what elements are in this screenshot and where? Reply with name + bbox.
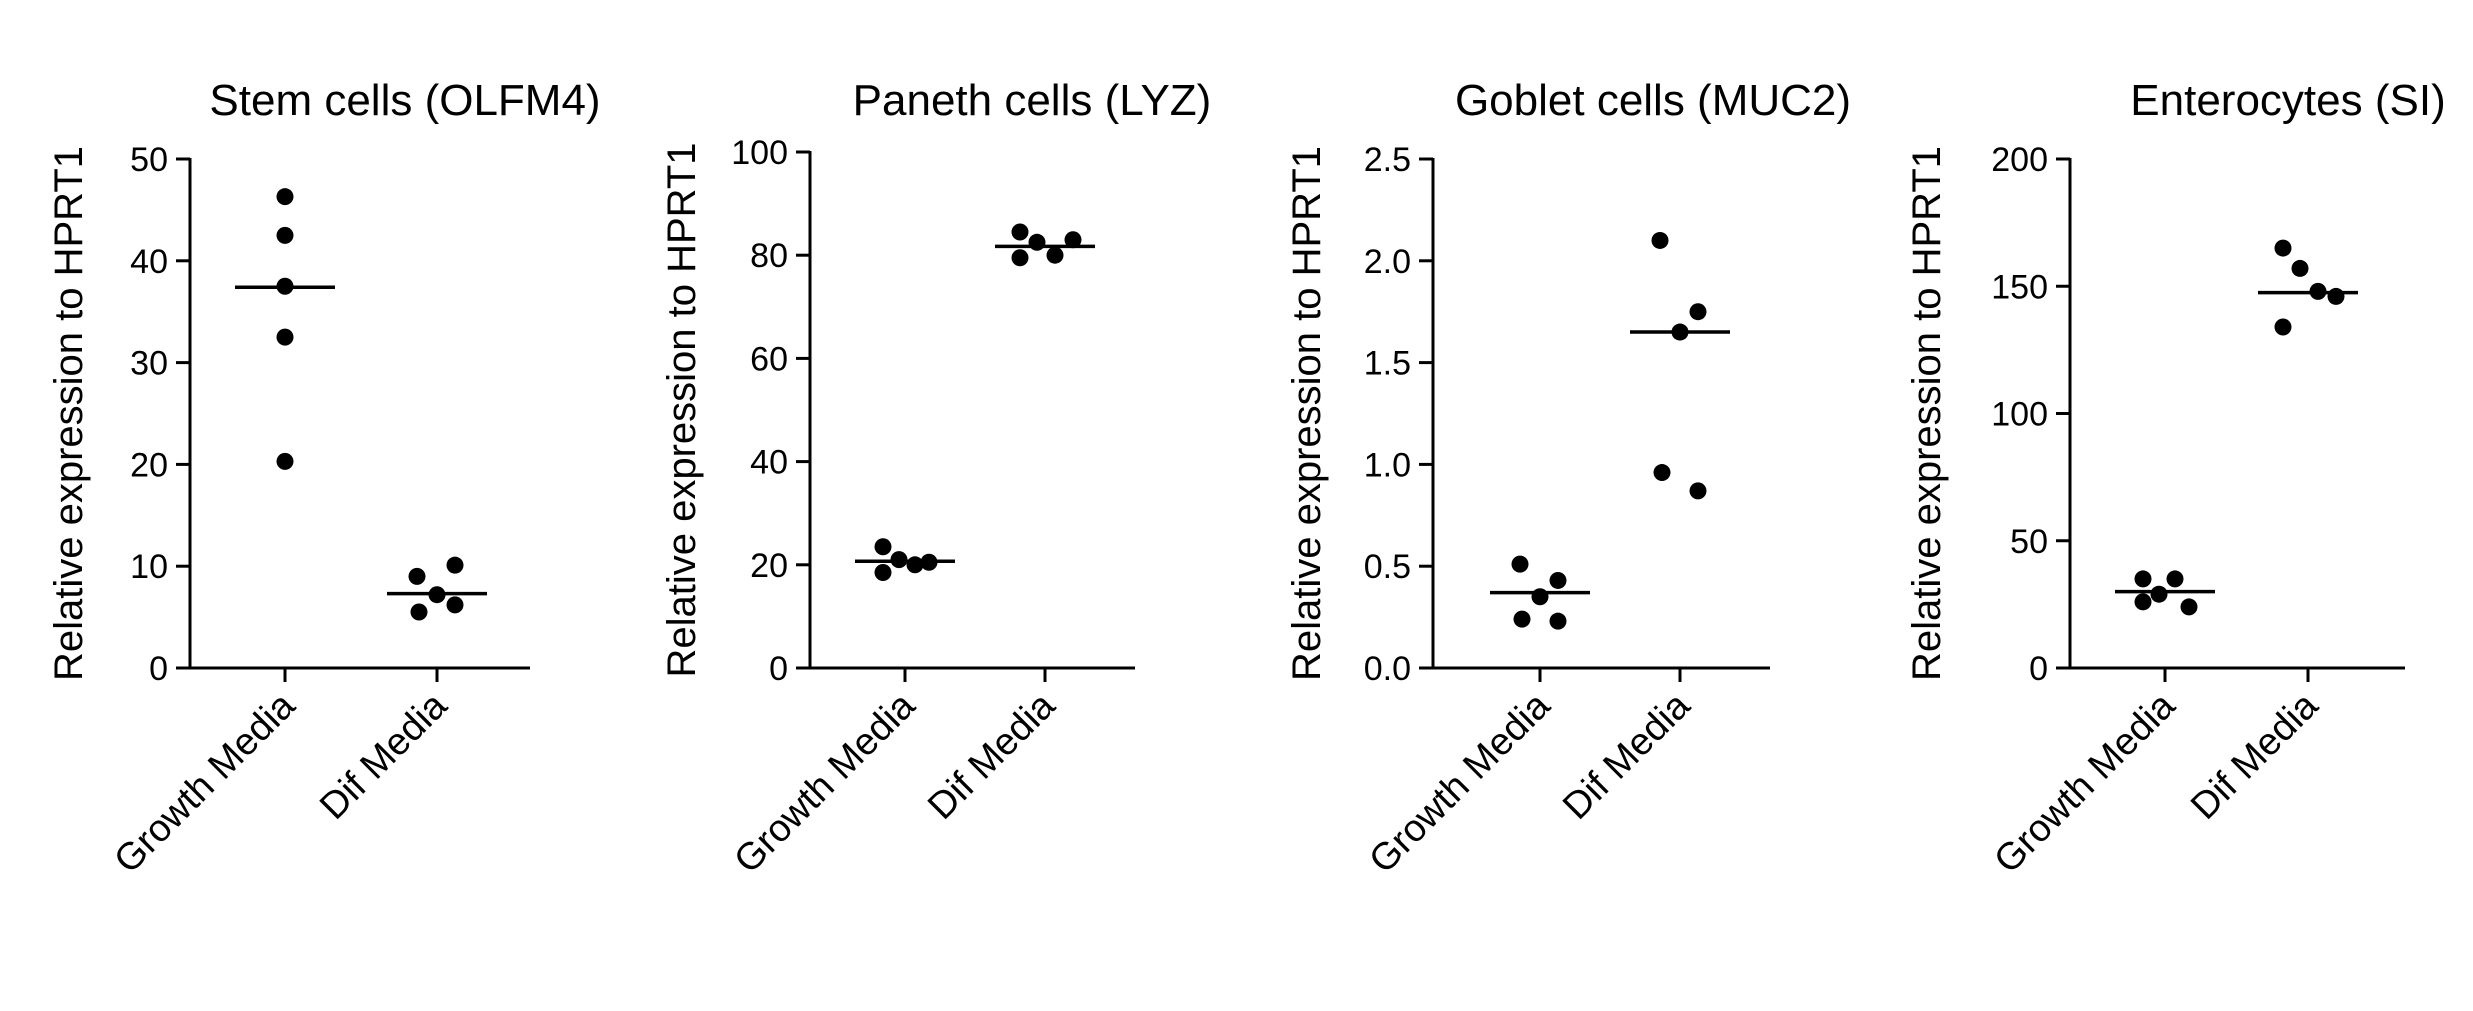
data-point — [2166, 570, 2184, 588]
data-point — [276, 188, 294, 206]
y-tick-label: 50 — [130, 141, 168, 179]
y-axis-label: Relative expression to HPRT1 — [1905, 146, 1949, 681]
data-point — [1011, 223, 1029, 241]
chart-panel-1: Stem cells (OLFM4) Relative expression to… — [47, 76, 601, 882]
y-tick-label: 60 — [750, 340, 788, 378]
y-tick-label: 0 — [2029, 650, 2048, 688]
data-point — [874, 564, 892, 582]
data-point — [408, 567, 426, 585]
y-tick-label: 10 — [130, 548, 168, 586]
y-axis-label: Relative expression to HPRT1 — [660, 142, 704, 677]
chart-title: Stem cells (OLFM4) — [209, 76, 600, 125]
y-tick-label: 30 — [130, 345, 168, 383]
data-point — [1513, 610, 1531, 628]
data-point — [2291, 259, 2309, 277]
y-axis-label: Relative expression to HPRT1 — [1285, 146, 1329, 681]
data-point — [1689, 303, 1707, 321]
data-point — [1549, 571, 1567, 589]
chart-panel-4: Enterocytes (SI) Relative expression to H… — [1905, 76, 2446, 882]
y-tick-label: 40 — [750, 444, 788, 482]
data-point — [1046, 246, 1064, 264]
y-tick-label: 20 — [130, 446, 168, 484]
data-point — [874, 538, 892, 556]
y-tick-label: 100 — [731, 134, 788, 172]
y-tick-label: 100 — [1991, 396, 2048, 434]
data-point — [2274, 318, 2292, 336]
y-tick-label: 40 — [130, 243, 168, 281]
y-tick-label: 0 — [149, 650, 168, 688]
chart-title: Enterocytes (SI) — [2130, 76, 2445, 125]
chart-title: Paneth cells (LYZ) — [853, 76, 1212, 125]
data-point — [2180, 598, 2198, 616]
data-point — [2327, 287, 2345, 305]
chart-panel-2: Paneth cells (LYZ) Relative expression to… — [660, 76, 1211, 882]
chart-title: Goblet cells (MUC2) — [1455, 76, 1851, 125]
y-tick-label: 1.0 — [1364, 446, 1411, 484]
y-tick-label: 50 — [2010, 523, 2048, 561]
data-point — [2134, 593, 2152, 611]
data-point — [1651, 231, 1669, 249]
y-tick-label: 20 — [750, 547, 788, 585]
data-point — [1549, 612, 1567, 630]
data-point — [1064, 231, 1082, 249]
data-point — [1653, 464, 1671, 482]
data-point — [2274, 239, 2292, 257]
y-tick-label: 0.5 — [1364, 548, 1411, 586]
y-tick-label: 80 — [750, 237, 788, 275]
y-tick-label: 2.5 — [1364, 141, 1411, 179]
x-tick-label: Dif Media — [312, 684, 456, 828]
data-point — [2134, 570, 2152, 588]
x-tick-label: Growth Media — [1361, 684, 1559, 882]
y-tick-label: 150 — [1991, 268, 2048, 306]
x-tick-label: Growth Media — [1986, 684, 2184, 882]
x-tick-label: Dif Media — [2183, 684, 2327, 828]
y-tick-label: 0 — [769, 650, 788, 688]
x-tick-label: Growth Media — [106, 684, 304, 882]
data-point — [1011, 249, 1029, 267]
data-point — [276, 226, 294, 244]
data-point — [276, 452, 294, 470]
y-axis-label: Relative expression to HPRT1 — [47, 146, 91, 681]
data-point — [446, 556, 464, 574]
data-point — [410, 603, 428, 621]
x-tick-label: Growth Media — [726, 684, 924, 882]
data-point — [446, 596, 464, 614]
data-point — [2150, 585, 2168, 603]
x-tick-label: Dif Media — [920, 684, 1064, 828]
y-tick-label: 1.5 — [1364, 345, 1411, 383]
data-point — [276, 328, 294, 346]
y-tick-label: 2.0 — [1364, 243, 1411, 281]
data-point — [1028, 233, 1046, 251]
data-point — [1511, 555, 1529, 573]
x-tick-label: Dif Media — [1555, 684, 1699, 828]
data-point — [1531, 588, 1549, 606]
data-point — [1689, 482, 1707, 500]
chart-panel-3: Goblet cells (MUC2) Relative expression t… — [1285, 76, 1851, 882]
y-tick-label: 200 — [1991, 141, 2048, 179]
y-tick-label: 0.0 — [1364, 650, 1411, 688]
